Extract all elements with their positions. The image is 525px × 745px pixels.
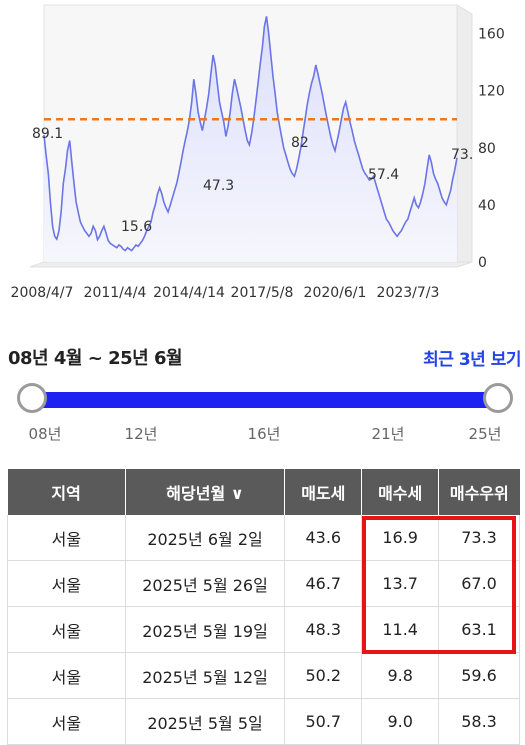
annotations: 89.1 15.6 47.3 82 57.4 73.: [32, 126, 473, 235]
y-tick-label: 40: [478, 198, 496, 214]
cell-sell: 48.3: [284, 606, 363, 653]
y-tick-label: 120: [478, 84, 505, 100]
recent-3-years-button[interactable]: 최근 3년 보기: [423, 350, 521, 370]
cell-region: 서울: [7, 515, 126, 561]
data-label: 15.6: [121, 219, 152, 235]
header-buy: 매수세: [361, 469, 440, 515]
slider-tick-label: 12년: [124, 425, 158, 443]
cell-sell: 46.7: [284, 560, 363, 607]
slider-tick-label: 08년: [28, 425, 62, 443]
cell-buy: 11.4: [361, 606, 440, 653]
data-label: 82: [291, 135, 309, 151]
data-label: 57.4: [368, 167, 399, 183]
slider-tick-label: 25년: [468, 425, 502, 443]
x-axis: 2008/4/7 2011/4/4 2014/4/14 2017/5/8 2020/6/…: [11, 285, 440, 301]
date-range-slider-track[interactable]: [32, 392, 500, 408]
data-label: 47.3: [203, 178, 234, 194]
cell-date: 2025년 5월 26일: [125, 560, 286, 607]
cell-buy-advantage: 59.6: [438, 652, 520, 699]
cell-buy-advantage: 58.3: [438, 698, 520, 745]
cell-buy-advantage: 63.1: [438, 606, 520, 653]
table-header-row: 지역 해당년월 ∨ 매도세 매수세 매수우위: [7, 469, 520, 515]
x-tick-label: 2014/4/14: [153, 285, 225, 301]
market-table: 지역 해당년월 ∨ 매도세 매수세 매수우위 서울 2025년 6월 2일 43…: [7, 469, 520, 745]
table-row: 서울 2025년 6월 2일 43.6 16.9 73.3: [7, 515, 520, 561]
y-axis: 0 40 80 120 160: [478, 27, 505, 271]
cell-buy-advantage: 73.3: [438, 515, 520, 561]
y-tick-label: 0: [478, 255, 487, 271]
x-tick-label: 2023/7/3: [377, 285, 440, 301]
cell-region: 서울: [7, 652, 126, 699]
slider-tick-label: 16년: [247, 425, 281, 443]
header-date-sort[interactable]: 해당년월 ∨: [125, 469, 286, 515]
table-row: 서울 2025년 5월 12일 50.2 9.8 59.6: [7, 652, 520, 699]
cell-date: 2025년 5월 12일: [125, 652, 286, 699]
cell-buy-advantage: 67.0: [438, 560, 520, 607]
cell-sell: 50.2: [284, 652, 363, 699]
x-tick-label: 2020/6/1: [304, 285, 367, 301]
cell-region: 서울: [7, 560, 126, 607]
cell-date: 2025년 5월 19일: [125, 606, 286, 653]
table-row: 서울 2025년 5월 26일 46.7 13.7 67.0: [7, 560, 520, 607]
market-chart: 0 40 80 120 160 89.1 15.6 47.3 82 57.4 73. 2008/4…: [11, 4, 505, 301]
slider-tick-label: 21년: [371, 425, 405, 443]
y-tick-label: 160: [478, 27, 505, 43]
x-tick-label: 2011/4/4: [84, 285, 147, 301]
cell-buy: 13.7: [361, 560, 440, 607]
slider-end-handle[interactable]: [483, 383, 513, 413]
slider-start-handle[interactable]: [17, 383, 47, 413]
x-tick-label: 2017/5/8: [231, 285, 294, 301]
cell-region: 서울: [7, 698, 126, 745]
cell-sell: 43.6: [284, 515, 363, 561]
cell-sell: 50.7: [284, 698, 363, 745]
y-tick-label: 80: [478, 141, 496, 157]
table-row: 서울 2025년 5월 5일 50.7 9.0 58.3: [7, 698, 520, 745]
x-tick-label: 2008/4/7: [11, 285, 74, 301]
cell-buy: 9.8: [361, 652, 440, 699]
data-label: 73.: [451, 147, 473, 163]
data-label: 89.1: [32, 126, 63, 142]
cell-date: 2025년 6월 2일: [125, 515, 286, 561]
date-range-label: 08년 4월 ~ 25년 6월: [8, 348, 183, 369]
series-line: [43, 16, 458, 252]
table-row: 서울 2025년 5월 19일 48.3 11.4 63.1: [7, 606, 520, 653]
header-sell: 매도세: [284, 469, 363, 515]
cell-buy: 16.9: [361, 515, 440, 561]
cell-date: 2025년 5월 5일: [125, 698, 286, 745]
cell-region: 서울: [7, 606, 126, 653]
header-buy-advantage: 매수우위: [438, 469, 520, 515]
cell-buy: 9.0: [361, 698, 440, 745]
header-region: 지역: [7, 469, 126, 515]
